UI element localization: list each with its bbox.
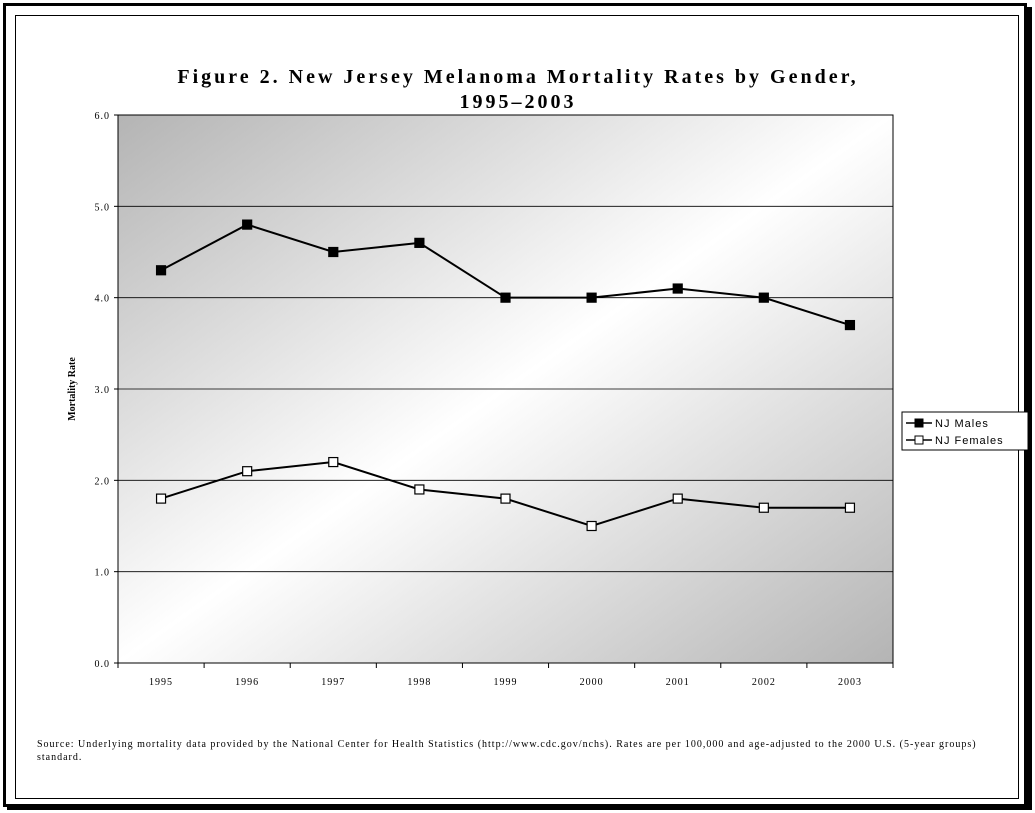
x-tick-label-2003: 2003 xyxy=(838,677,862,688)
legend-label-females: NJ Females xyxy=(935,435,1004,447)
frame-shadow-right xyxy=(1027,7,1032,810)
point-nj-females-2000 xyxy=(586,520,597,532)
x-tick-label-1999: 1999 xyxy=(494,677,518,688)
point-nj-females-2002 xyxy=(758,502,769,513)
y-tick-label-6: 6.0 xyxy=(95,111,111,122)
point-nj-males-1998 xyxy=(414,237,425,248)
legend-marker-filled-square xyxy=(914,418,924,428)
point-nj-males-1999 xyxy=(500,292,511,303)
chart-title-line1: Figure 2. New Jersey Melanoma Mortality … xyxy=(177,66,858,88)
legend-box xyxy=(901,411,1029,451)
x-axis: 1995 1996 1997 1998 1999 2000 2001 2002 2003 xyxy=(117,662,894,688)
y-tick-label-0: 0.0 xyxy=(95,659,111,670)
point-nj-females-2003 xyxy=(844,502,856,513)
point-nj-females-1999 xyxy=(500,493,511,504)
y-tick-label-4: 4.0 xyxy=(95,294,111,305)
x-tick-label-2002: 2002 xyxy=(752,677,776,688)
x-tick-label-1998: 1998 xyxy=(407,677,431,688)
gridlines xyxy=(118,205,893,573)
x-tick-label-1996: 1996 xyxy=(235,677,259,688)
legend-item-females: NJ Females xyxy=(906,435,1004,447)
legend-marker-open-square xyxy=(914,435,924,445)
point-nj-females-1997 xyxy=(328,456,339,468)
x-tick-label-2001: 2001 xyxy=(666,677,690,688)
point-nj-males-1996 xyxy=(242,219,253,230)
y-axis-label: Mortality Rate xyxy=(67,357,78,421)
point-nj-females-2001 xyxy=(672,493,683,504)
y-tick-label-3: 3.0 xyxy=(95,385,111,396)
point-nj-males-2003 xyxy=(844,319,856,331)
point-nj-females-1995 xyxy=(155,493,167,504)
legend-item-males: NJ Males xyxy=(906,418,989,430)
source-note: Source: Underlying mortality data provid… xyxy=(37,739,977,763)
point-nj-females-1998 xyxy=(414,484,425,495)
legend-label-males: NJ Males xyxy=(935,418,989,430)
chart-title-line2: 1995–2003 xyxy=(460,91,577,113)
y-tick-label-5: 5.0 xyxy=(95,202,111,213)
frame-shadow-bottom xyxy=(7,806,1032,810)
series-layer xyxy=(155,219,856,532)
point-nj-males-1995 xyxy=(155,265,167,276)
y-tick-label-2: 2.0 xyxy=(95,476,111,487)
legend: NJ Males NJ Females xyxy=(901,411,1029,451)
figure-inner-border xyxy=(15,15,1019,799)
point-nj-males-2002 xyxy=(758,292,769,303)
x-tick-label-1997: 1997 xyxy=(321,677,345,688)
point-nj-males-2001 xyxy=(672,283,683,294)
y-axis: 0.0 1.0 2.0 3.0 4.0 5.0 6.0 xyxy=(95,111,119,670)
point-nj-females-1996 xyxy=(242,466,253,477)
point-nj-males-1997 xyxy=(328,246,339,258)
x-tick-label-1995: 1995 xyxy=(149,677,173,688)
y-tick-label-1: 1.0 xyxy=(95,568,111,579)
point-nj-males-2000 xyxy=(586,292,597,303)
x-tick-label-2000: 2000 xyxy=(580,677,604,688)
